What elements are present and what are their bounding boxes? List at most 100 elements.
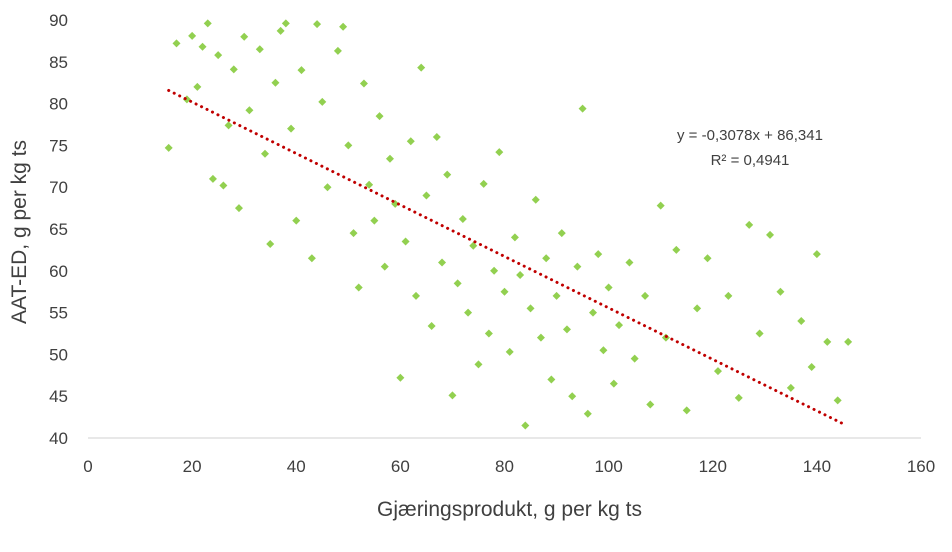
scatter-point [609,379,618,388]
x-tick-labels: 0 20 40 60 80 100 120 140 160 [83,457,935,476]
scatter-point [385,154,394,163]
scatter-point [625,258,634,267]
scatter-point [411,291,420,300]
scatter-point [417,63,426,72]
scatter-point [240,32,249,41]
x-tick-label: 20 [183,457,202,476]
scatter-point [271,78,280,87]
scatter-point [443,170,452,179]
scatter-point [807,362,816,371]
scatter-point [500,287,509,296]
scatter-point [812,250,821,259]
y-tick-labels: 40 45 50 55 60 65 70 75 80 85 90 [49,11,68,448]
scatter-point [797,316,806,325]
scatter-point [536,333,545,342]
scatter-point [510,233,519,242]
scatter-point [172,39,181,48]
scatter-point [516,270,525,279]
scatter-point [484,329,493,338]
scatter-point [219,181,228,190]
scatter-point [261,149,270,158]
scatter-point [307,254,316,263]
scatter-point [339,22,348,31]
scatter-point [276,26,285,35]
scatter-point [266,240,275,249]
scatter-point [422,191,431,200]
x-tick-label: 0 [83,457,92,476]
scatter-point [542,254,551,263]
scatter-point [281,19,290,28]
scatter-point [646,400,655,409]
scatter-point [552,291,561,300]
x-tick-label: 120 [699,457,727,476]
scatter-point [547,375,556,384]
y-tick-label: 50 [49,345,68,364]
x-tick-label: 100 [594,457,622,476]
scatter-point [594,250,603,259]
y-tick-label: 65 [49,220,68,239]
scatter-point [344,141,353,150]
scatter-point [583,409,592,418]
x-tick-label: 140 [803,457,831,476]
y-tick-label: 75 [49,136,68,155]
scatter-point [568,392,577,401]
scatter-point [164,143,173,152]
scatter-point [438,258,447,267]
scatter-point [427,321,436,330]
scatter-point [786,383,795,392]
trendline-equation-label: y = -0,3078x + 86,341 [677,127,823,144]
scatter-point [713,367,722,376]
scatter-point [214,51,223,60]
x-tick-label: 60 [391,457,410,476]
y-tick-label: 90 [49,11,68,30]
scatter-point [193,82,202,91]
scatter-point [349,229,358,238]
scatter-point [432,133,441,142]
scatter-point [557,229,566,238]
x-tick-label: 80 [495,457,514,476]
scatter-point [604,283,613,292]
y-tick-label: 45 [49,387,68,406]
scatter-point [287,124,296,133]
scatter-point [844,337,853,346]
y-tick-label: 40 [49,429,68,448]
scatter-point [745,220,754,229]
y-axis-title: AAT-ED, g per kg ts [8,140,31,324]
scatter-point [333,46,342,55]
scatter-point [224,121,233,130]
x-tick-label: 160 [907,457,935,476]
scatter-point [203,19,212,28]
scatter-point [464,308,473,317]
scatter-point [292,216,301,225]
scatter-point [531,195,540,204]
scatter-point [448,391,457,400]
y-tick-label: 85 [49,53,68,72]
scatter-point [776,287,785,296]
scatter-point [630,354,639,363]
scatter-point [313,20,322,29]
scatter-point [526,304,535,313]
scatter-point [323,183,332,192]
scatter-point [495,148,504,157]
scatter-point [380,262,389,271]
scatter-point [401,237,410,246]
scatter-point [318,97,327,106]
x-tick-label: 40 [287,457,306,476]
scatter-point [578,104,587,113]
scatter-point [693,304,702,313]
y-tick-label: 55 [49,304,68,323]
scatter-point [396,373,405,382]
scatter-points [164,19,853,430]
y-tick-label: 80 [49,95,68,114]
scatter-point [406,137,415,146]
scatter-point [370,216,379,225]
scatter-point [479,179,488,188]
scatter-point [682,406,691,415]
scatter-point [703,254,712,263]
scatter-point [833,396,842,405]
scatter-point [245,106,254,115]
scatter-point [599,346,608,355]
scatter-point [656,201,665,210]
scatter-point [615,321,624,330]
